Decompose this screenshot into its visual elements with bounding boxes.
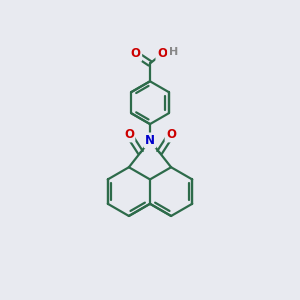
Text: N: N <box>145 134 155 147</box>
Text: H: H <box>169 47 178 57</box>
Text: O: O <box>166 128 176 141</box>
Text: O: O <box>131 47 141 60</box>
Text: O: O <box>124 128 134 141</box>
Text: O: O <box>157 47 167 60</box>
